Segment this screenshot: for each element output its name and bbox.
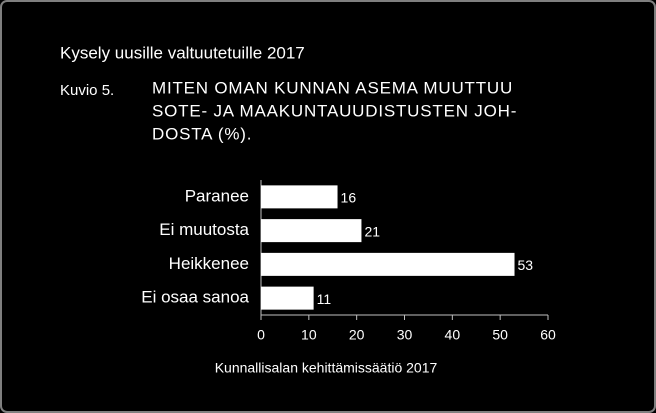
y-tick-label: Ei osaa sanoa [141, 288, 249, 307]
bar [261, 219, 362, 243]
value-label: 16 [341, 190, 357, 206]
title-line: SOTE- JA MAAKUNTAUUDISTUSTEN JOH- [152, 101, 517, 120]
x-tick-label: 40 [445, 327, 461, 343]
bar [261, 185, 338, 209]
bar [261, 286, 314, 310]
title-line: MITEN OMAN KUNNAN ASEMA MUUTTUU [152, 78, 513, 97]
subtitle: Kysely uusille valtuutetuille 2017 [60, 43, 305, 62]
x-tick-label: 30 [397, 327, 413, 343]
source: Kunnallisalan kehittämissäätiö 2017 [215, 360, 438, 376]
y-tick-label: Ei muutosta [159, 220, 249, 239]
title-line: DOSTA (%). [152, 124, 252, 143]
bar [261, 252, 515, 276]
x-tick-label: 0 [257, 327, 265, 343]
y-tick-label: Paranee [185, 186, 249, 205]
x-tick-label: 60 [540, 327, 556, 343]
value-label: 53 [518, 257, 534, 273]
value-label: 11 [317, 291, 332, 307]
value-label: 21 [364, 223, 380, 239]
y-tick-label: Heikkenee [169, 254, 249, 273]
x-tick-label: 50 [492, 327, 508, 343]
figure-label: Kuvio 5. [60, 82, 114, 99]
x-tick-label: 10 [301, 327, 317, 343]
title: MITEN OMAN KUNNAN ASEMA MUUTTUU SOTE- JA … [152, 78, 517, 143]
x-tick-label: 20 [349, 327, 365, 343]
